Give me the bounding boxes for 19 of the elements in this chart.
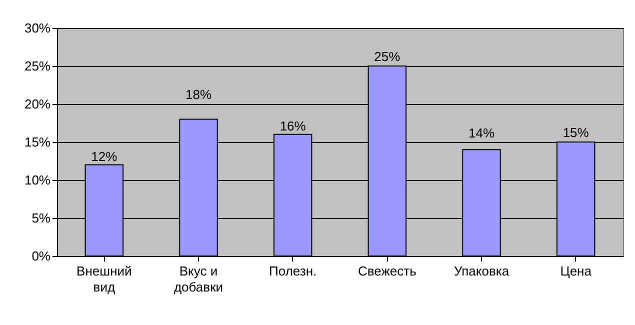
x-tick-label: Полезн.: [269, 264, 317, 278]
x-tick-label: Внешний вид: [76, 264, 132, 294]
data-label: 18%: [185, 87, 212, 102]
y-tick-label: 25%: [24, 58, 51, 74]
y-tick-label: 20%: [24, 96, 51, 112]
y-tick-label: 0%: [32, 248, 51, 264]
x-tick-label: Свежесть: [358, 264, 417, 278]
x-tick-label: Упаковка: [454, 264, 510, 278]
data-label: 14%: [468, 126, 495, 141]
data-label: 16%: [280, 118, 306, 134]
y-tick-label: 15%: [24, 134, 51, 150]
y-tick-label: 30%: [24, 20, 51, 36]
x-tick-label: Цена: [560, 264, 592, 278]
y-tick-label: 10%: [24, 172, 51, 188]
data-label: 25%: [374, 49, 401, 64]
data-label: 12%: [91, 148, 118, 164]
data-label: 15%: [562, 125, 590, 140]
x-tick-label: Вкус и добавки: [174, 264, 224, 294]
y-tick-label: 5%: [32, 210, 51, 226]
